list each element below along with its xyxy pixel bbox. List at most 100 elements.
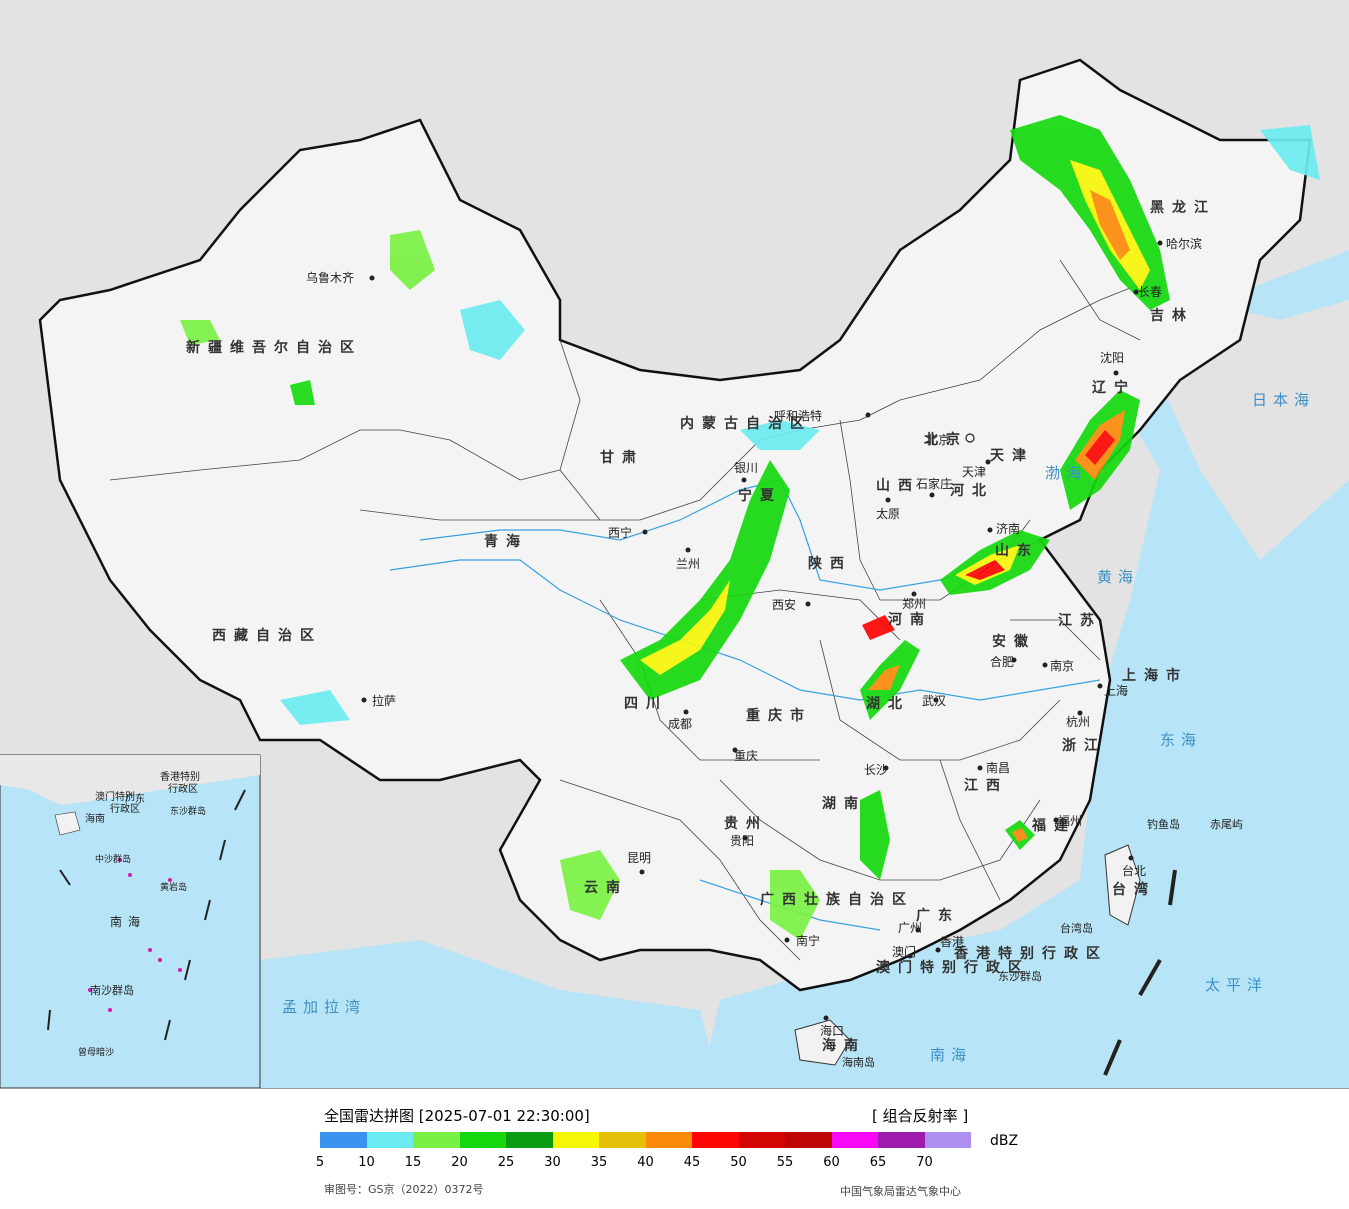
city-chengdu: 成都 bbox=[668, 717, 692, 731]
inset-hongkong: 香港特别 bbox=[160, 771, 200, 783]
sea-east: 东海 bbox=[1160, 731, 1202, 749]
city-lhasa: 拉萨 bbox=[372, 693, 396, 708]
city-shijiazhuang: 石家庄 bbox=[916, 476, 952, 491]
prov-shaanxi: 陕西 bbox=[808, 555, 852, 572]
color-swatch-2 bbox=[413, 1132, 460, 1148]
sea-south: 南海 bbox=[930, 1046, 972, 1064]
prov-anhui: 安徽 bbox=[992, 633, 1036, 650]
city-xining: 西宁 bbox=[608, 525, 632, 540]
prov-shandong: 山东 bbox=[995, 542, 1039, 559]
prov-xizang: 西藏自治区 bbox=[212, 627, 322, 644]
tick-label: 25 bbox=[497, 1155, 515, 1170]
prov-shanghai: 上海市 bbox=[1122, 667, 1188, 684]
tick-label: 70 bbox=[916, 1155, 933, 1170]
prov-hainan: 海南 bbox=[822, 1037, 866, 1054]
prov-sichuan: 四川 bbox=[624, 696, 668, 712]
prov-liaoning: 辽宁 bbox=[1092, 379, 1136, 396]
prov-guangdong: 广东 bbox=[916, 907, 960, 924]
city-guiyang: 贵阳 bbox=[730, 834, 754, 848]
tick-label: 50 bbox=[730, 1155, 747, 1170]
hainan-island bbox=[794, 1019, 851, 1066]
inset-macau-2: 行政区 bbox=[110, 802, 140, 815]
prov-beijing: 北京 bbox=[924, 431, 968, 448]
city-urumqi: 乌鲁木齐 bbox=[306, 270, 354, 285]
city-hangzhou: 杭州 bbox=[1066, 714, 1090, 729]
island-hainan: 海南岛 bbox=[842, 1055, 875, 1069]
city-kunming: 昆明 bbox=[627, 851, 651, 865]
inset-zhongsha: 中沙群岛 bbox=[95, 853, 131, 865]
tick-label: 5 bbox=[315, 1155, 325, 1170]
prov-taiwan: 台湾 bbox=[1112, 881, 1156, 898]
color-swatch-12 bbox=[878, 1132, 925, 1148]
color-swatch-9 bbox=[738, 1132, 785, 1148]
city-tianjin: 天津 bbox=[962, 465, 986, 479]
tick-label: 20 bbox=[451, 1155, 468, 1170]
prov-ningxia: 宁夏 bbox=[738, 487, 782, 504]
city-guangzhou: 广州 bbox=[898, 921, 922, 935]
color-swatch-13 bbox=[924, 1132, 971, 1148]
prov-jiangxi: 江西 bbox=[964, 777, 1008, 794]
tick-label: 15 bbox=[404, 1155, 422, 1170]
ocean-east bbox=[700, 250, 1349, 1088]
prov-jilin: 吉林 bbox=[1150, 307, 1194, 324]
inset-hainan: 海南 bbox=[85, 812, 105, 825]
prov-jiangsu: 江苏 bbox=[1058, 612, 1102, 629]
prov-chongqing: 重庆市 bbox=[746, 707, 812, 724]
inset-zengmu: 曾母暗沙 bbox=[78, 1046, 114, 1058]
data-credit: 中国气象局雷达气象中心 bbox=[840, 1185, 961, 1198]
city-nanning: 南宁 bbox=[796, 933, 820, 948]
mosaic-title: 全国雷达拼图 [2025-07-01 22:30:00] bbox=[324, 1107, 590, 1125]
city-yinchuan: 银川 bbox=[734, 461, 758, 475]
prov-neimenggu: 内蒙古自治区 bbox=[680, 415, 812, 432]
inset-macau: 澳门特别 bbox=[95, 790, 135, 803]
prov-hongkong: 香港特别行政区 bbox=[953, 945, 1108, 962]
city-chongqing: 重庆 bbox=[734, 749, 758, 763]
color-swatch-5 bbox=[552, 1132, 599, 1148]
prov-gansu: 甘肃 bbox=[600, 449, 644, 466]
prov-xinjiang: 新疆维吾尔自治区 bbox=[186, 339, 362, 356]
tick-label: 60 bbox=[823, 1155, 840, 1170]
island-taiwan: 台湾岛 bbox=[1060, 921, 1093, 935]
china-radar-map: 广东 香港特别 行政区 澳门特别 行政区 海南 中沙群岛 东沙群岛 南海 南沙群… bbox=[0, 0, 1349, 1088]
city-haikou: 海口 bbox=[820, 1023, 844, 1038]
prov-hunan: 湖南 bbox=[822, 795, 866, 812]
color-swatch-10 bbox=[785, 1132, 832, 1148]
prov-zhejiang: 浙江 bbox=[1062, 737, 1106, 754]
city-taiyuan: 太原 bbox=[876, 506, 900, 521]
city-jinan: 济南 bbox=[996, 521, 1020, 536]
legend-panel: 全国雷达拼图 [2025-07-01 22:30:00] [ 组合反射率 ] d… bbox=[0, 1088, 1349, 1209]
prov-henan: 河南 bbox=[888, 611, 932, 628]
city-hongkong: 香港 bbox=[940, 935, 964, 949]
color-swatch-3 bbox=[459, 1132, 506, 1148]
radar-echoes bbox=[180, 115, 1320, 940]
city-shanghai: 上海 bbox=[1104, 683, 1128, 698]
city-lanzhou: 兰州 bbox=[676, 557, 700, 571]
inset-nansha: 南沙群岛 bbox=[90, 983, 134, 997]
tick-label: 10 bbox=[358, 1155, 375, 1170]
sea-japan: 日本海 bbox=[1252, 391, 1315, 409]
city-markers bbox=[361, 240, 1163, 1021]
island-chiwei: 赤尾屿 bbox=[1210, 818, 1243, 831]
sea-bohai: 渤海 bbox=[1045, 464, 1087, 482]
prov-shanxi: 山西 bbox=[876, 478, 920, 494]
sea-pacific: 太平洋 bbox=[1205, 976, 1268, 994]
product-name: [ 组合反射率 ] bbox=[872, 1107, 969, 1125]
color-swatch-6 bbox=[599, 1132, 646, 1148]
south-china-sea-inset: 广东 香港特别 行政区 澳门特别 行政区 海南 中沙群岛 东沙群岛 南海 南沙群… bbox=[0, 754, 261, 1088]
city-hefei: 合肥 bbox=[990, 654, 1014, 669]
city-beijing: 北京 bbox=[926, 433, 950, 447]
prov-heilongjiang: 黑龙江 bbox=[1150, 199, 1216, 216]
taiwan-island bbox=[1104, 844, 1141, 926]
city-wuhan: 武汉 bbox=[922, 694, 946, 708]
city-xian: 西安 bbox=[772, 597, 796, 612]
inset-south-sea: 南海 bbox=[110, 914, 146, 929]
city-changsha: 长沙 bbox=[864, 763, 888, 777]
province-boundaries bbox=[109, 259, 1151, 961]
prov-qinghai: 青海 bbox=[484, 533, 528, 550]
sea-bengal: 孟加拉湾 bbox=[282, 998, 366, 1016]
inset-dongsha: 东沙群岛 bbox=[170, 805, 206, 817]
tick-label: 55 bbox=[776, 1155, 794, 1170]
color-scale-bar bbox=[320, 1132, 971, 1148]
inset-hongkong-2: 行政区 bbox=[168, 782, 198, 795]
